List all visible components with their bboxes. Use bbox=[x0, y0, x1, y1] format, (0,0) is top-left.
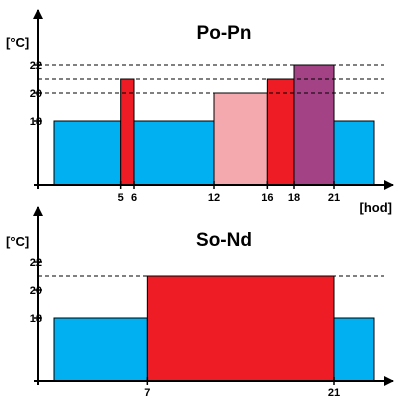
bar-21-24 bbox=[333, 120, 375, 186]
y-tick-label-18: 18 bbox=[30, 313, 42, 325]
chart-weekday-title: Po-Pn bbox=[197, 23, 252, 44]
bar-18-21 bbox=[293, 64, 335, 186]
bar-0-5 bbox=[53, 120, 122, 186]
x-tick-label-5: 5 bbox=[118, 192, 124, 204]
bar-6-12 bbox=[133, 120, 215, 186]
bar-21-24 bbox=[333, 317, 375, 382]
chart-weekend: 18 20 22 7 21 So-Nd [°C] bbox=[6, 206, 394, 399]
y-tick-label-20: 20 bbox=[30, 88, 42, 100]
x-tick-label-7: 7 bbox=[144, 387, 150, 399]
y-tick-label-18: 18 bbox=[30, 116, 42, 128]
chart-weekday-x-ticks: 5 6 12 16 18 21 bbox=[118, 181, 340, 204]
x-tick-label-21: 21 bbox=[328, 192, 340, 204]
x-tick-label-21: 21 bbox=[328, 387, 340, 399]
chart-weekday-reference-lines bbox=[38, 64, 384, 94]
chart-weekday-y-ticks: 18 20 22 bbox=[30, 60, 42, 128]
chart-weekend-y-ticks: 18 20 22 bbox=[30, 257, 42, 325]
bar-0-7 bbox=[53, 317, 148, 382]
bar-12-16 bbox=[213, 92, 268, 186]
x-tick-label-18: 18 bbox=[288, 192, 300, 204]
bar-5-6 bbox=[120, 78, 135, 186]
y-tick-label-20: 20 bbox=[30, 285, 42, 297]
chart-weekend-bars bbox=[53, 275, 375, 382]
chart-weekend-y-label: [°C] bbox=[6, 234, 29, 249]
chart-weekday-x-label: [hod] bbox=[360, 200, 392, 215]
bar-7-21 bbox=[146, 275, 335, 382]
chart-weekday: 18 20 22 5 6 12 16 18 21 Po-Pn [°C] [hod] bbox=[6, 9, 394, 215]
x-tick-label-12: 12 bbox=[208, 192, 220, 204]
x-tick-label-6: 6 bbox=[131, 192, 137, 204]
x-tick-label-16: 16 bbox=[261, 192, 273, 204]
y-tick-label-22: 22 bbox=[30, 60, 42, 72]
chart-weekday-y-label: [°C] bbox=[6, 35, 29, 50]
chart-weekday-bars bbox=[53, 64, 375, 186]
chart-weekend-title: So-Nd bbox=[196, 230, 252, 251]
y-tick-label-22: 22 bbox=[30, 257, 42, 269]
chart-weekend-x-ticks: 7 21 bbox=[144, 377, 340, 399]
bar-16-18 bbox=[266, 78, 295, 186]
